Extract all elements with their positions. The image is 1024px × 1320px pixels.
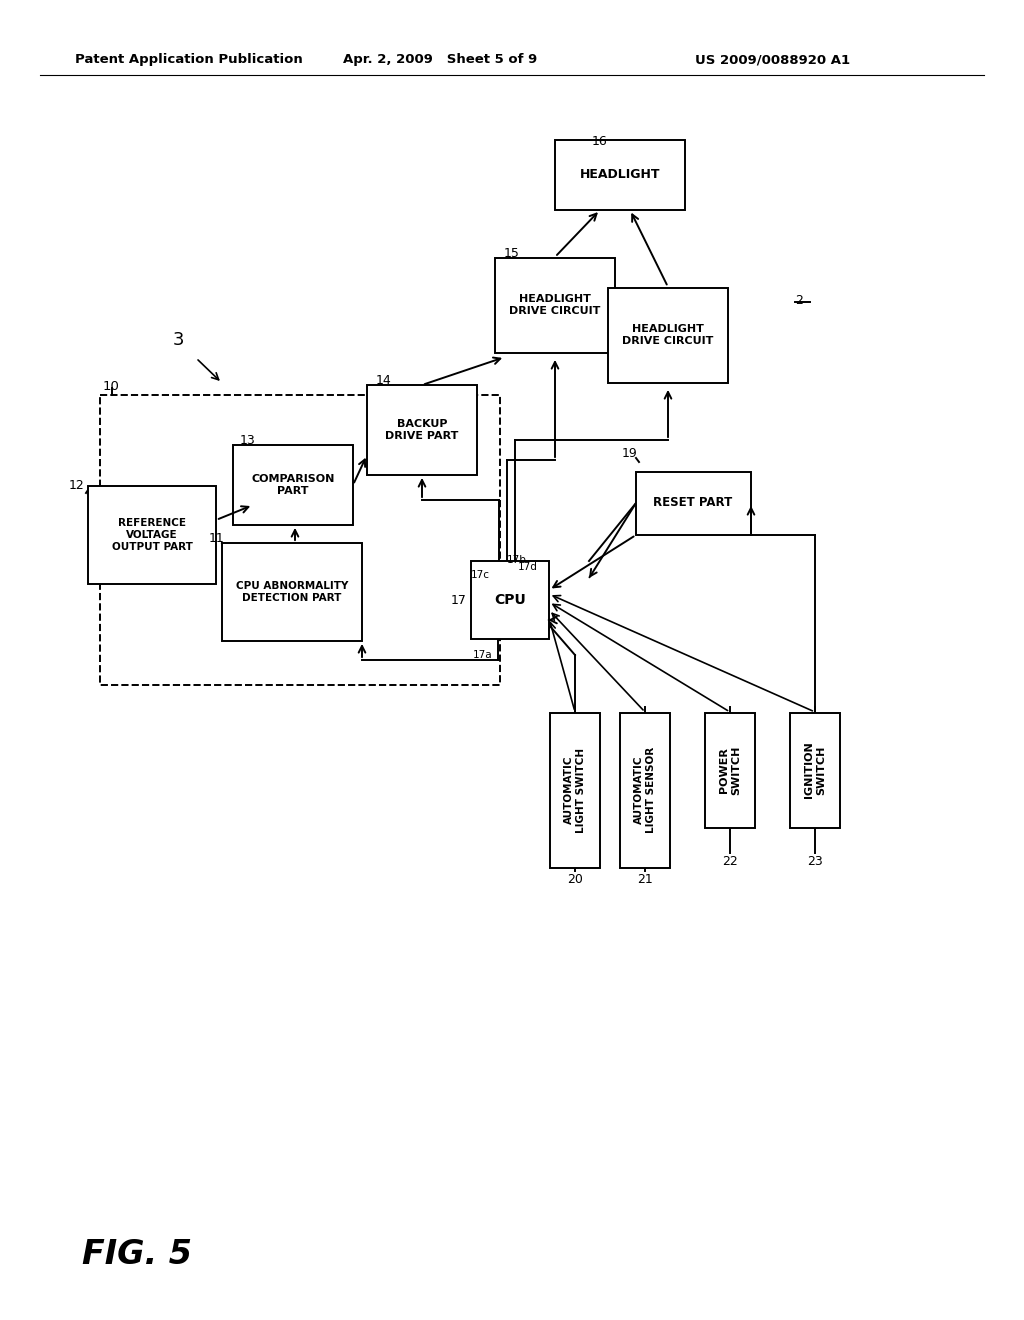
Text: 15: 15 bbox=[504, 247, 520, 260]
Text: 17b: 17b bbox=[507, 554, 527, 565]
Bar bbox=[471, 561, 549, 639]
Bar bbox=[100, 395, 500, 685]
Bar bbox=[790, 713, 840, 828]
Text: Apr. 2, 2009   Sheet 5 of 9: Apr. 2, 2009 Sheet 5 of 9 bbox=[343, 54, 538, 66]
Bar bbox=[550, 713, 600, 867]
Text: BACKUP
DRIVE PART: BACKUP DRIVE PART bbox=[385, 420, 459, 441]
Text: RESET PART: RESET PART bbox=[653, 496, 732, 510]
Text: 22: 22 bbox=[722, 855, 738, 869]
Text: POWER
SWITCH: POWER SWITCH bbox=[719, 746, 740, 795]
Text: 19: 19 bbox=[622, 447, 637, 459]
Text: COMPARISON
PART: COMPARISON PART bbox=[251, 474, 335, 496]
Text: CPU ABNORMALITY
DETECTION PART: CPU ABNORMALITY DETECTION PART bbox=[236, 581, 348, 603]
Text: AUTOMATIC
LIGHT SWITCH: AUTOMATIC LIGHT SWITCH bbox=[564, 747, 586, 833]
Text: IGNITION
SWITCH: IGNITION SWITCH bbox=[804, 742, 825, 799]
Text: 12: 12 bbox=[69, 479, 84, 492]
Text: 17c: 17c bbox=[471, 570, 490, 579]
Text: REFERENCE
VOLTAGE
OUTPUT PART: REFERENCE VOLTAGE OUTPUT PART bbox=[112, 519, 193, 552]
Text: HEADLIGHT
DRIVE CIRCUIT: HEADLIGHT DRIVE CIRCUIT bbox=[509, 294, 601, 315]
Bar bbox=[222, 543, 362, 642]
Bar bbox=[495, 257, 615, 352]
Text: 11: 11 bbox=[208, 532, 224, 545]
Bar bbox=[636, 471, 751, 535]
Text: Patent Application Publication: Patent Application Publication bbox=[75, 54, 303, 66]
Text: 17: 17 bbox=[452, 594, 467, 606]
Bar bbox=[608, 288, 728, 383]
Bar bbox=[233, 445, 353, 525]
Text: 17d: 17d bbox=[518, 562, 538, 572]
Bar bbox=[367, 385, 477, 475]
Text: 21: 21 bbox=[637, 873, 653, 886]
Text: CPU: CPU bbox=[495, 593, 526, 607]
Bar bbox=[620, 713, 670, 867]
Text: AUTOMATIC
LIGHT SENSOR: AUTOMATIC LIGHT SENSOR bbox=[634, 747, 655, 833]
Text: 3: 3 bbox=[172, 331, 183, 348]
Text: 14: 14 bbox=[376, 374, 392, 387]
Bar bbox=[88, 486, 216, 583]
Text: FIG. 5: FIG. 5 bbox=[82, 1238, 193, 1271]
Text: 23: 23 bbox=[807, 855, 823, 869]
Text: 16: 16 bbox=[592, 135, 608, 148]
Bar bbox=[705, 713, 755, 828]
Text: HEADLIGHT: HEADLIGHT bbox=[580, 169, 660, 181]
Text: US 2009/0088920 A1: US 2009/0088920 A1 bbox=[695, 54, 850, 66]
Text: 13: 13 bbox=[240, 434, 256, 447]
Text: HEADLIGHT
DRIVE CIRCUIT: HEADLIGHT DRIVE CIRCUIT bbox=[623, 325, 714, 346]
Bar bbox=[555, 140, 685, 210]
Text: 10: 10 bbox=[103, 380, 120, 393]
Text: 17a: 17a bbox=[472, 649, 492, 660]
Text: 2: 2 bbox=[795, 293, 803, 306]
Text: 20: 20 bbox=[567, 873, 583, 886]
